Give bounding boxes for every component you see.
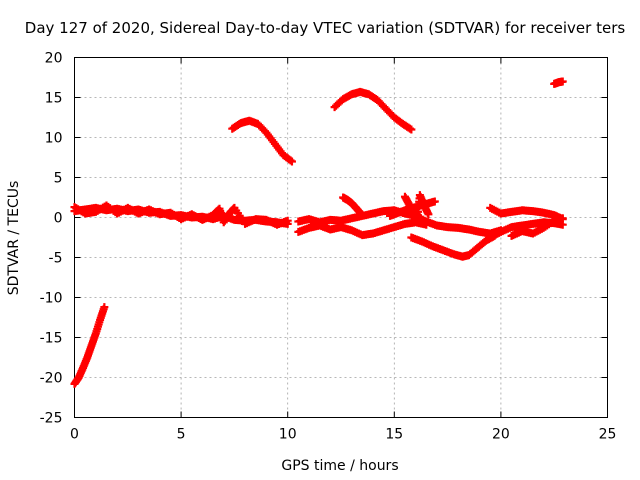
data-point: [424, 210, 433, 219]
series-arc-hump-8h: [228, 116, 296, 166]
data-point: [287, 157, 296, 166]
data-point: [283, 216, 292, 225]
data-point: [356, 208, 365, 217]
series-arc-late-short: [550, 77, 567, 88]
axis-ticks: 0 5 10 15 20 25 -25 -20 -15 -10 -5 0 5 10 15 20: [40, 51, 617, 443]
data-point: [430, 197, 439, 206]
y-tick-label: -15: [40, 331, 63, 347]
series-spike-16h: [400, 191, 433, 220]
y-tick-label: -20: [40, 371, 63, 387]
series-late-band-c: [507, 214, 567, 240]
data-point: [558, 77, 567, 86]
y-tick-label: -25: [40, 411, 63, 427]
x-tick-label: 15: [385, 427, 403, 443]
plot-frame: [74, 57, 608, 418]
y-tick-label: 5: [54, 171, 63, 187]
x-tick-label: 10: [279, 427, 297, 443]
y-tick-label: 15: [45, 91, 63, 107]
data-point: [407, 125, 416, 134]
series-late-band-b: [486, 218, 567, 242]
y-tick-label: 0: [54, 211, 63, 227]
y-axis-label: SDTVAR / TECUs: [6, 181, 22, 296]
y-tick-label: -10: [40, 291, 63, 307]
data-point: [558, 214, 567, 223]
series-spike-13h: [339, 193, 365, 217]
chart-title: Day 127 of 2020, Sidereal Day-to-day VTE…: [25, 19, 626, 37]
x-axis-label: GPS time / hours: [281, 458, 398, 474]
series-main-band-b: [70, 201, 292, 229]
y-tick-label: -5: [49, 251, 63, 267]
data-series-group: [70, 77, 567, 388]
series-arc-early-rise: [70, 303, 109, 388]
series-mid-band-b: [294, 218, 431, 240]
x-tick-label: 25: [599, 427, 617, 443]
grid-lines: [74, 57, 608, 418]
x-tick-label: 0: [70, 427, 79, 443]
x-tick-label: 20: [492, 427, 510, 443]
data-point: [100, 303, 109, 312]
data-point: [422, 220, 431, 229]
y-tick-label: 20: [45, 51, 63, 67]
x-tick-label: 5: [177, 427, 186, 443]
y-tick-label: 10: [45, 131, 63, 147]
series-arc-hump-13h: [330, 87, 416, 134]
